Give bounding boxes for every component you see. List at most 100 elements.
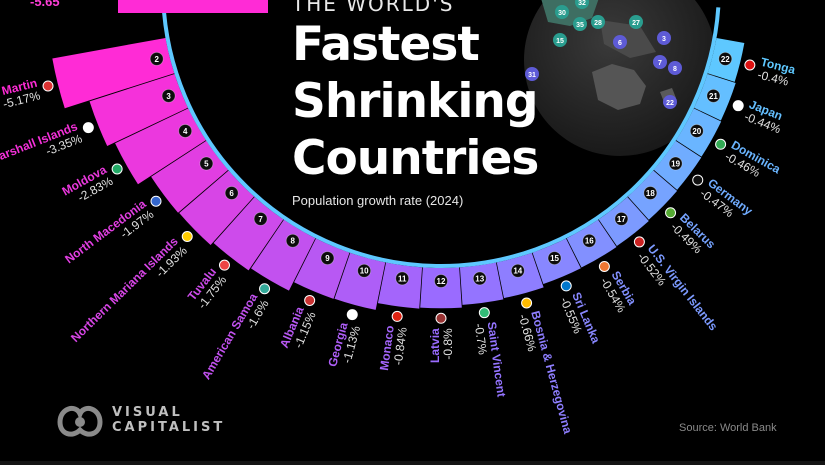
rank-label-14: 14 <box>513 267 522 276</box>
brand-line-2: CAPITALIST <box>112 420 226 435</box>
rank-marker-22 <box>718 51 733 66</box>
bar-12 <box>420 267 462 309</box>
label-group-13: Saint Vincent-0.7% <box>472 321 509 398</box>
flag-icon-21 <box>732 100 744 112</box>
rank-label-21: 21 <box>709 92 718 101</box>
map-badge-label-30: 30 <box>558 10 566 17</box>
baseline-arc <box>161 0 721 268</box>
map-badges: 32 30 28 35 15 27 6 3 7 8 22 31 <box>525 0 682 109</box>
label-group-10: Georgia-1.13% <box>325 321 363 369</box>
rank-label-8: 8 <box>291 237 296 246</box>
flag-icon-19 <box>692 174 704 186</box>
label-group-20: Dominica-0.46% <box>723 138 784 180</box>
bar-11 <box>377 262 423 309</box>
rank-markers: 2 3 4 5 6 7 8 9 10 11 12 13 14 15 16 17 18 19 20 21 22 <box>149 51 733 288</box>
country-name-12: Latvia <box>428 328 442 363</box>
flag-icon-4 <box>111 163 123 175</box>
rank-label-20: 20 <box>692 127 701 136</box>
rank-label-13: 13 <box>475 274 484 283</box>
rank-marker-5 <box>199 156 214 171</box>
chart-subtitle: Population growth rate (2024) <box>292 193 464 208</box>
rank-label-7: 7 <box>258 215 263 224</box>
country-value-11: -0.84% <box>391 326 410 366</box>
country-value-13: -0.7% <box>472 323 490 356</box>
rank-marker-21 <box>706 88 721 103</box>
map-badge-label-6: 6 <box>618 40 622 47</box>
map-badge-label-27: 27 <box>632 20 640 27</box>
source-note: Source: World Bank <box>679 422 777 434</box>
bar-3 <box>89 73 188 146</box>
label-group-12: Latvia -0.8% <box>428 328 455 363</box>
label-group-7: Tuvalu-1.75% <box>185 265 230 312</box>
country-name-17: U.S. Virgin Islands <box>645 242 721 334</box>
rank-marker-7 <box>253 211 268 226</box>
rank-marker-2 <box>149 51 164 66</box>
rank-marker-20 <box>689 124 704 138</box>
title-kicker: THE WORLD'S <box>292 0 455 16</box>
title-line-2: Shrinking <box>292 74 539 129</box>
rank-label-6: 6 <box>229 189 234 198</box>
brand-line-1: VISUAL <box>112 405 183 420</box>
brand-logo: VISUAL CAPITALIST <box>54 400 225 440</box>
country-value-12: -0.8% <box>441 328 455 360</box>
flag-icon-11 <box>391 310 403 322</box>
label-group-21: Japan-0.44% <box>742 97 784 136</box>
map-badge-marker-15 <box>553 33 567 47</box>
label-group-9: Albania-1.15% <box>277 304 319 350</box>
label-group-18: Belarus-0.49% <box>668 211 719 257</box>
label-group-14: Bosnia & Herzegovina-0.66% <box>516 309 575 435</box>
rank-marker-12 <box>434 274 448 288</box>
map-badge-label-7: 7 <box>658 60 662 67</box>
label-group-3: Marshall Islands-3.35% <box>0 119 84 167</box>
flag-icon-9 <box>304 294 316 306</box>
map-badge-label-15: 15 <box>556 38 564 45</box>
map-badge-marker-8 <box>668 61 682 75</box>
title-line-3: Countries <box>292 131 539 186</box>
map-badge-label-8: 8 <box>673 66 677 73</box>
label-group-17: U.S. Virgin Islands-0.52% <box>635 242 721 334</box>
flag-icon-10 <box>346 309 358 321</box>
map-badge-marker-3 <box>657 31 671 45</box>
bars-layer <box>52 37 745 310</box>
title-line-1: Fastest <box>292 17 480 72</box>
rank-label-16: 16 <box>585 237 594 246</box>
country-name-13: Saint Vincent <box>485 321 509 398</box>
flag-icon-14 <box>521 297 533 309</box>
flag-icon-13 <box>478 307 490 319</box>
label-group-2: Saint Martin-5.17% <box>0 76 42 111</box>
flag-icon-16 <box>598 260 610 272</box>
rank-label-10: 10 <box>360 267 369 276</box>
flags-layer <box>42 59 756 324</box>
map-badge-label-35: 35 <box>576 22 584 29</box>
map-badge-marker-27 <box>629 15 643 29</box>
rank-label-19: 19 <box>671 160 680 169</box>
rank-label-11: 11 <box>398 274 407 283</box>
label-group-11: Monaco-0.84% <box>377 325 410 372</box>
map-badge-label-28: 28 <box>594 20 602 27</box>
flag-icon-18 <box>665 207 677 219</box>
flag-icon-2 <box>42 80 54 92</box>
rank-label-3: 3 <box>166 92 171 101</box>
map-badge-marker-28 <box>591 15 605 29</box>
flag-icon-3 <box>82 122 94 134</box>
rank-marker-6 <box>224 186 239 200</box>
map-badge-marker-32 <box>575 0 589 9</box>
rank-label-9: 9 <box>325 254 330 263</box>
rank-marker-4 <box>178 124 193 138</box>
label-group-22: Tonga-0.4% <box>756 55 797 89</box>
bottom-border <box>0 461 825 465</box>
rank-marker-13 <box>472 271 487 286</box>
bar-9 <box>294 238 350 299</box>
rank-marker-9 <box>320 251 335 266</box>
bar-8 <box>251 219 316 291</box>
rank-marker-15 <box>547 251 562 266</box>
rank-label-2: 2 <box>154 55 159 64</box>
label-group-15: Sri Lanka-0.55% <box>557 290 603 346</box>
rank-1-bar: -5.65 <box>30 0 268 13</box>
flag-icon-15 <box>560 280 572 292</box>
bar-2 <box>52 37 175 109</box>
rank-marker-11 <box>395 271 410 286</box>
rank-label-17: 17 <box>617 215 626 224</box>
bar-rank-1 <box>118 0 268 13</box>
